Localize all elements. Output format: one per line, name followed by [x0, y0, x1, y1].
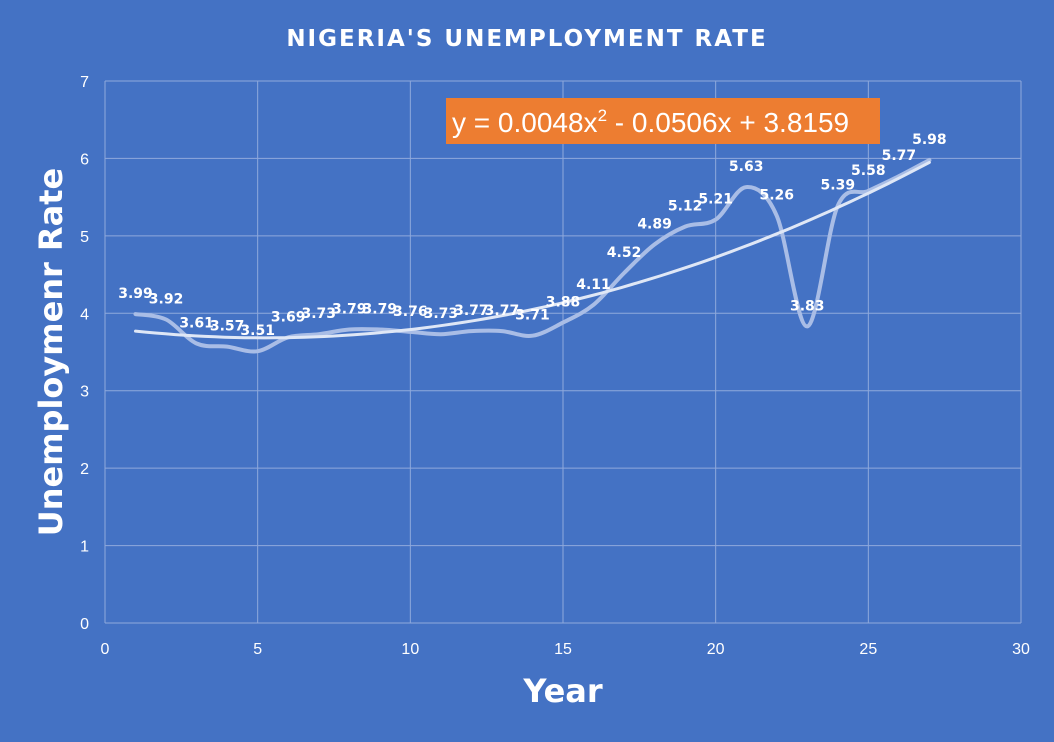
equation-suffix: - 0.0506x + 3.8159 [607, 107, 849, 138]
data-label: 3.73 [301, 306, 336, 322]
y-tick-label: 4 [80, 306, 89, 323]
x-tick-labels: 0 5 10 15 20 25 30 [101, 641, 1030, 658]
data-label: 3.73 [424, 306, 459, 322]
x-tick-label: 20 [707, 641, 725, 658]
y-axis-title: Unemploymenr Rate [32, 168, 70, 537]
data-label: 5.77 [882, 148, 917, 164]
data-label: 3.77 [454, 303, 489, 319]
data-label: 3.51 [240, 323, 275, 339]
data-label: 3.99 [118, 286, 153, 302]
x-tick-label: 10 [401, 641, 419, 658]
data-label: 5.26 [759, 188, 794, 204]
trendline-equation-box [446, 98, 880, 144]
data-label: 5.63 [729, 159, 764, 175]
x-tick-label: 30 [1012, 641, 1030, 658]
gridlines [104, 80, 1022, 624]
data-label: 4.11 [576, 277, 611, 293]
data-label: 3.79 [363, 302, 398, 318]
trendline-equation: y = 0.0048x2 - 0.0506x + 3.8159 [446, 98, 880, 144]
y-tick-label: 0 [80, 616, 89, 633]
x-axis-title: Year [522, 672, 603, 710]
trendline-equation-text: y = 0.0048x2 - 0.0506x + 3.8159 [452, 106, 849, 138]
data-label: 3.71 [515, 308, 550, 324]
data-label: 5.98 [912, 132, 947, 148]
x-tick-label: 15 [554, 641, 572, 658]
data-label: 3.88 [546, 295, 581, 311]
x-tick-label: 0 [101, 641, 110, 658]
y-tick-label: 7 [80, 74, 89, 91]
chart-title: NIGERIA'S UNEMPLOYMENT RATE [286, 26, 767, 52]
series-line [133, 158, 932, 354]
y-tick-label: 6 [80, 151, 89, 168]
data-label: 4.89 [637, 216, 672, 232]
data-label: 3.77 [485, 303, 520, 319]
y-tick-label: 3 [80, 384, 89, 401]
x-tick-label: 5 [253, 641, 262, 658]
data-label: 5.21 [698, 192, 733, 208]
trendline [134, 160, 931, 340]
data-label: 3.79 [332, 302, 367, 318]
data-label: 5.58 [851, 163, 886, 179]
y-tick-label: 2 [80, 461, 89, 478]
data-label: 3.57 [210, 319, 245, 335]
y-tick-labels: 0 1 2 3 4 5 6 7 [80, 74, 89, 633]
data-label: 3.61 [179, 315, 214, 331]
y-tick-label: 5 [80, 229, 89, 246]
data-label: 3.83 [790, 298, 825, 314]
x-tick-label: 25 [859, 641, 877, 658]
data-label: 5.39 [821, 178, 856, 194]
data-label: 4.52 [607, 245, 642, 261]
data-labels: 3.993.923.613.573.513.693.733.793.793.76… [118, 132, 946, 339]
data-label: 3.92 [149, 291, 184, 307]
data-label: 5.12 [668, 199, 703, 215]
data-label: 3.69 [271, 309, 306, 325]
equation-prefix: y = 0.0048x [452, 107, 598, 138]
y-tick-label: 1 [80, 539, 89, 556]
data-label: 3.76 [393, 304, 428, 320]
equation-exponent: 2 [598, 106, 607, 125]
